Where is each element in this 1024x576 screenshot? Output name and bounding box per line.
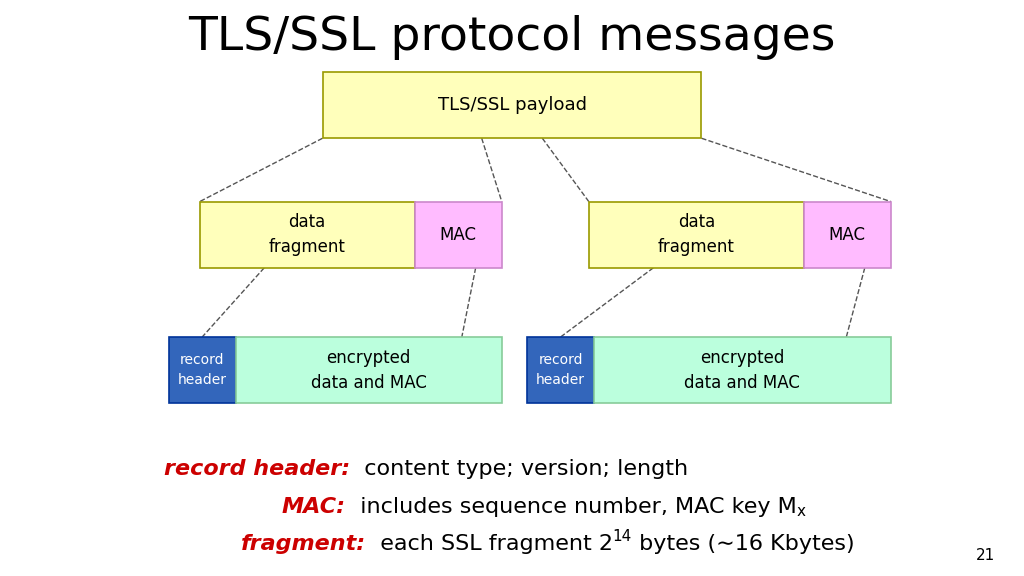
FancyBboxPatch shape [527, 337, 594, 403]
Text: each SSL fragment 2: each SSL fragment 2 [366, 535, 612, 554]
Text: MAC: MAC [828, 226, 866, 244]
Text: content type; version; length: content type; version; length [350, 460, 688, 479]
Text: TLS/SSL payload: TLS/SSL payload [437, 96, 587, 114]
Text: includes sequence number, MAC key M: includes sequence number, MAC key M [346, 497, 797, 517]
Text: fragment:: fragment: [241, 535, 366, 554]
Text: record
header: record header [537, 353, 585, 387]
Text: record header:: record header: [164, 460, 350, 479]
FancyBboxPatch shape [415, 202, 502, 268]
Text: encrypted
data and MAC: encrypted data and MAC [310, 348, 427, 392]
FancyBboxPatch shape [804, 202, 891, 268]
FancyBboxPatch shape [169, 337, 236, 403]
Text: record
header: record header [178, 353, 226, 387]
Text: TLS/SSL protocol messages: TLS/SSL protocol messages [188, 15, 836, 60]
Text: MAC:: MAC: [282, 497, 346, 517]
Text: data
fragment: data fragment [657, 213, 735, 256]
FancyBboxPatch shape [594, 337, 891, 403]
FancyBboxPatch shape [200, 202, 415, 268]
FancyBboxPatch shape [236, 337, 502, 403]
Text: 14: 14 [612, 529, 632, 544]
Text: encrypted
data and MAC: encrypted data and MAC [684, 348, 801, 392]
FancyBboxPatch shape [323, 72, 701, 138]
Text: data
fragment: data fragment [268, 213, 346, 256]
FancyBboxPatch shape [589, 202, 804, 268]
Text: x: x [797, 504, 805, 519]
Text: 21: 21 [976, 548, 995, 563]
Text: bytes (∼16 Kbytes): bytes (∼16 Kbytes) [632, 535, 855, 554]
Text: MAC: MAC [439, 226, 477, 244]
